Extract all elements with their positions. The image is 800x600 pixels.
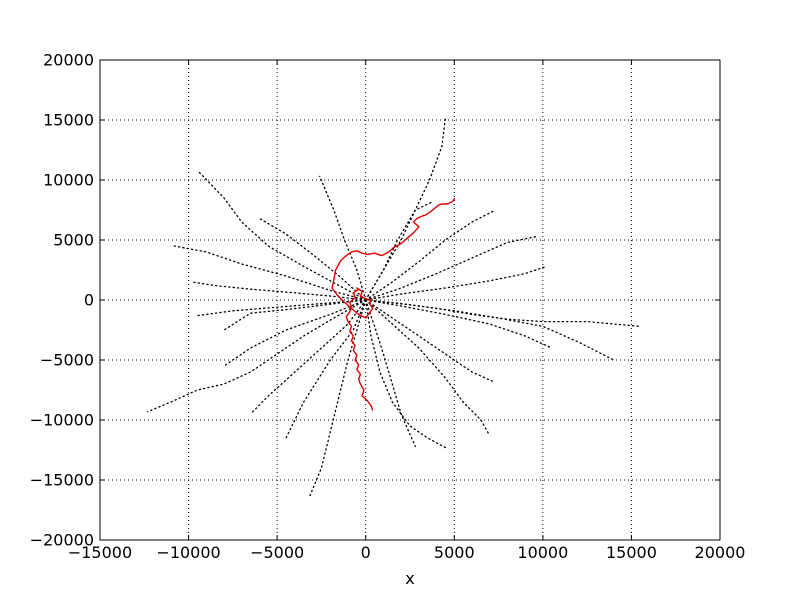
trail-line-11 [365, 299, 494, 383]
trail-line-12 [365, 299, 553, 349]
y-tick-label: 0 [84, 291, 94, 310]
trail-line-0 [196, 169, 367, 301]
trail-line-3 [196, 299, 367, 317]
highlight-series-group [331, 198, 455, 411]
y-tick-label: 5000 [53, 231, 94, 250]
x-axis-title: x [405, 569, 414, 588]
trail-line-20 [258, 217, 367, 301]
trail-line-10 [365, 299, 491, 437]
trail-line-1 [173, 245, 367, 301]
trail-line-8 [285, 299, 367, 439]
y-tick-label: −20000 [30, 531, 94, 550]
trail-line-14 [365, 299, 615, 361]
trail-line-22 [365, 299, 416, 448]
axis-ticks [99, 59, 721, 541]
x-tick-labels: −15000 −10000 −5000 0 5000 10000 15000 20000 [68, 543, 746, 562]
trail-line-16 [365, 235, 539, 301]
x-tick-label: 0 [361, 543, 371, 562]
x-tick-label: 15000 [606, 543, 657, 562]
x-tick-label: −15000 [68, 543, 132, 562]
x-tick-label: −5000 [250, 543, 304, 562]
y-tick-label: 20000 [43, 51, 94, 70]
y-tick-labels: −20000 −15000 −10000 −5000 0 5000 10000 15000 20… [30, 51, 94, 550]
y-tick-label: −5000 [40, 351, 94, 370]
y-tick-label: 15000 [43, 111, 94, 130]
highlight-trajectory-line [331, 198, 455, 411]
trail-line-5 [147, 299, 367, 413]
trail-line-23 [365, 200, 434, 301]
trail-line-7 [308, 299, 367, 499]
y-tick-label: −15000 [30, 471, 94, 490]
y-tick-label: −10000 [30, 411, 94, 430]
trail-line-15 [365, 265, 548, 301]
trail-line-4 [223, 299, 367, 367]
trail-line-21 [223, 299, 367, 331]
x-tick-label: 10000 [517, 543, 568, 562]
trail-line-6 [249, 299, 367, 415]
x-tick-label: −10000 [156, 543, 220, 562]
trail-line-9 [365, 299, 447, 449]
x-tick-label: 20000 [695, 543, 746, 562]
x-tick-label: 5000 [434, 543, 475, 562]
trail-line-17 [365, 210, 494, 301]
y-tick-label: 10000 [43, 171, 94, 190]
